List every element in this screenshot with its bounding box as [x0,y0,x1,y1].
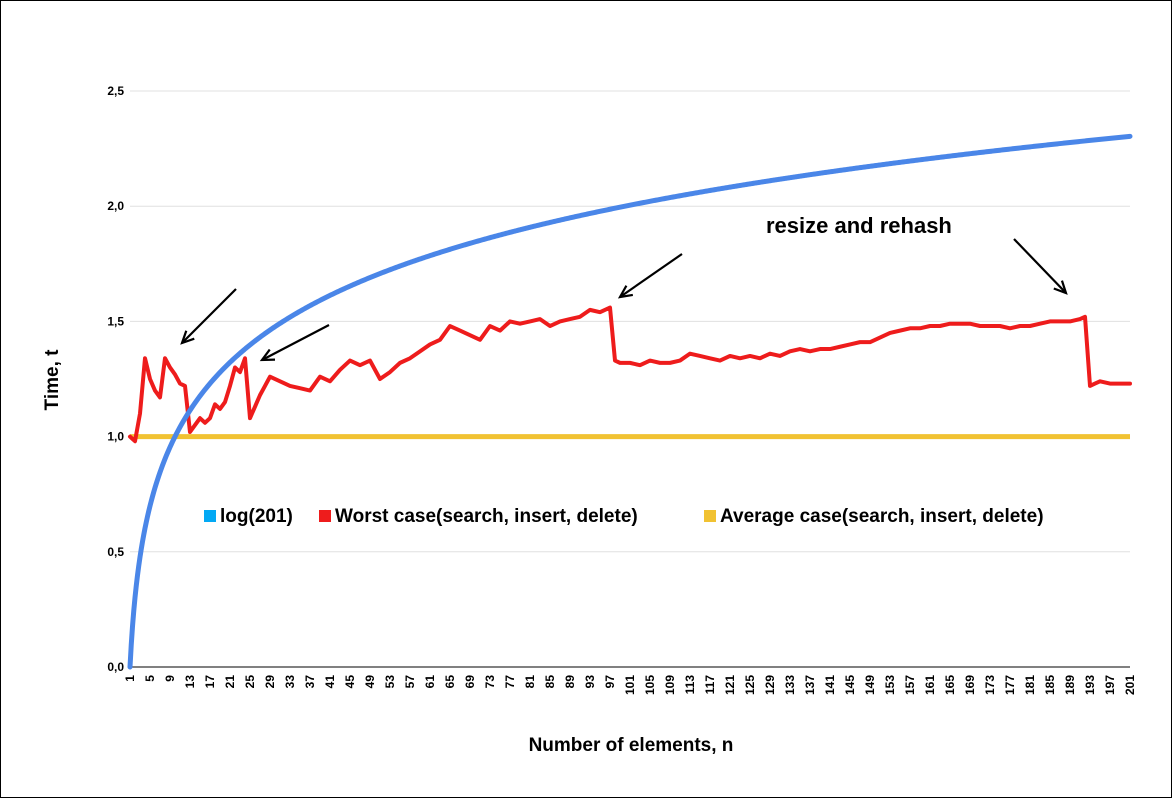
x-tick-label-117: 117 [703,675,717,695]
x-tick-label-113: 113 [683,675,697,695]
legend-swatch-log [204,510,216,522]
y-axis-title: Time, t [42,349,63,411]
x-tick-label-1: 1 [123,675,137,682]
series-layer [127,133,1133,670]
x-tick-label-61: 61 [423,675,437,689]
x-tick-label-13: 13 [183,675,197,689]
x-tick-label-185: 185 [1043,675,1057,695]
x-tick-label-37: 37 [303,675,317,689]
x-tick-label-137: 137 [803,675,817,695]
x-tick-label-21: 21 [223,675,237,689]
x-tick-label-97: 97 [603,675,617,689]
arrow-head [180,330,195,345]
arrow-shaft [181,288,237,344]
arrow-shaft [261,324,330,361]
arrow-head [617,285,634,299]
x-tick-label-25: 25 [243,675,257,689]
x-tick-label-89: 89 [563,675,577,689]
annotation-arrow-3 [617,253,683,299]
arrow-shaft [1013,238,1067,294]
x-tick-label-181: 181 [1023,675,1037,695]
annotation-arrows [180,238,1068,362]
legend-label-average: Average case(search, insert, delete) [720,506,1044,527]
y-tick-label-3: 1,5 [107,314,124,328]
y-tick-label-1: 0,5 [107,545,124,559]
legend-label-worst: Worst case(search, insert, delete) [335,506,638,527]
y-tick-label-2: 1,0 [107,430,124,444]
arrow-head [1053,280,1068,295]
x-tick-label-161: 161 [923,675,937,695]
series-worst-line [128,305,1132,444]
x-tick-label-77: 77 [503,675,517,689]
x-tick-label-73: 73 [483,675,497,689]
x-tick-label-101: 101 [623,675,637,695]
x-tick-label-29: 29 [263,675,277,689]
legend: log(201) Worst case(search, insert, dele… [204,506,1044,527]
annotation-arrow-1 [180,288,237,345]
x-tick-label-201: 201 [1123,675,1137,695]
y-tick-label-0: 0,0 [107,660,124,674]
x-tick-label-197: 197 [1103,675,1117,695]
x-tick-label-57: 57 [403,675,417,689]
x-axis-ticks: 1 5 9 13 17 21 25 29 33 37 41 45 49 53 57 61 65 69 73 77 81 8… [123,675,1137,695]
x-tick-label-145: 145 [843,675,857,695]
arrow-head [259,348,276,362]
x-tick-label-33: 33 [283,675,297,689]
x-tick-label-49: 49 [363,675,377,689]
x-tick-label-93: 93 [583,675,597,689]
x-tick-label-177: 177 [1003,675,1017,695]
series-log-line [127,133,1133,670]
legend-swatch-worst [319,510,331,522]
x-tick-label-53: 53 [383,675,397,689]
x-tick-label-189: 189 [1063,675,1077,695]
annotation-arrow-2 [259,324,330,362]
x-tick-label-45: 45 [343,675,357,689]
x-tick-label-41: 41 [323,675,337,689]
x-tick-label-65: 65 [443,675,457,689]
x-tick-label-69: 69 [463,675,477,689]
x-tick-label-17: 17 [203,675,217,689]
annotation-arrow-4 [1013,238,1068,295]
x-tick-label-125: 125 [743,675,757,695]
x-tick-label-141: 141 [823,675,837,695]
x-axis-title: Number of elements, n [529,735,734,756]
x-tick-label-85: 85 [543,675,557,689]
x-tick-label-165: 165 [943,675,957,695]
y-tick-label-5: 2,5 [107,84,124,98]
x-tick-label-105: 105 [643,675,657,695]
y-axis-ticks: 0,0 0,5 1,0 1,5 2,0 2,5 [107,84,124,674]
x-tick-label-9: 9 [163,675,177,682]
x-tick-label-149: 149 [863,675,877,695]
gridlines [130,90,1130,668]
legend-swatch-average [704,510,716,522]
x-tick-label-133: 133 [783,675,797,695]
x-tick-label-157: 157 [903,675,917,695]
x-tick-label-5: 5 [143,675,157,682]
x-tick-label-169: 169 [963,675,977,695]
x-tick-label-193: 193 [1083,675,1097,695]
x-tick-label-81: 81 [523,675,537,689]
x-tick-label-129: 129 [763,675,777,695]
legend-label-log: log(201) [220,506,293,527]
arrow-shaft [619,253,683,298]
y-tick-label-4: 2,0 [107,199,124,213]
x-tick-label-153: 153 [883,675,897,695]
x-tick-label-121: 121 [723,675,737,695]
annotation-label: resize and rehash [766,213,952,238]
x-tick-label-173: 173 [983,675,997,695]
x-tick-label-109: 109 [663,675,677,695]
